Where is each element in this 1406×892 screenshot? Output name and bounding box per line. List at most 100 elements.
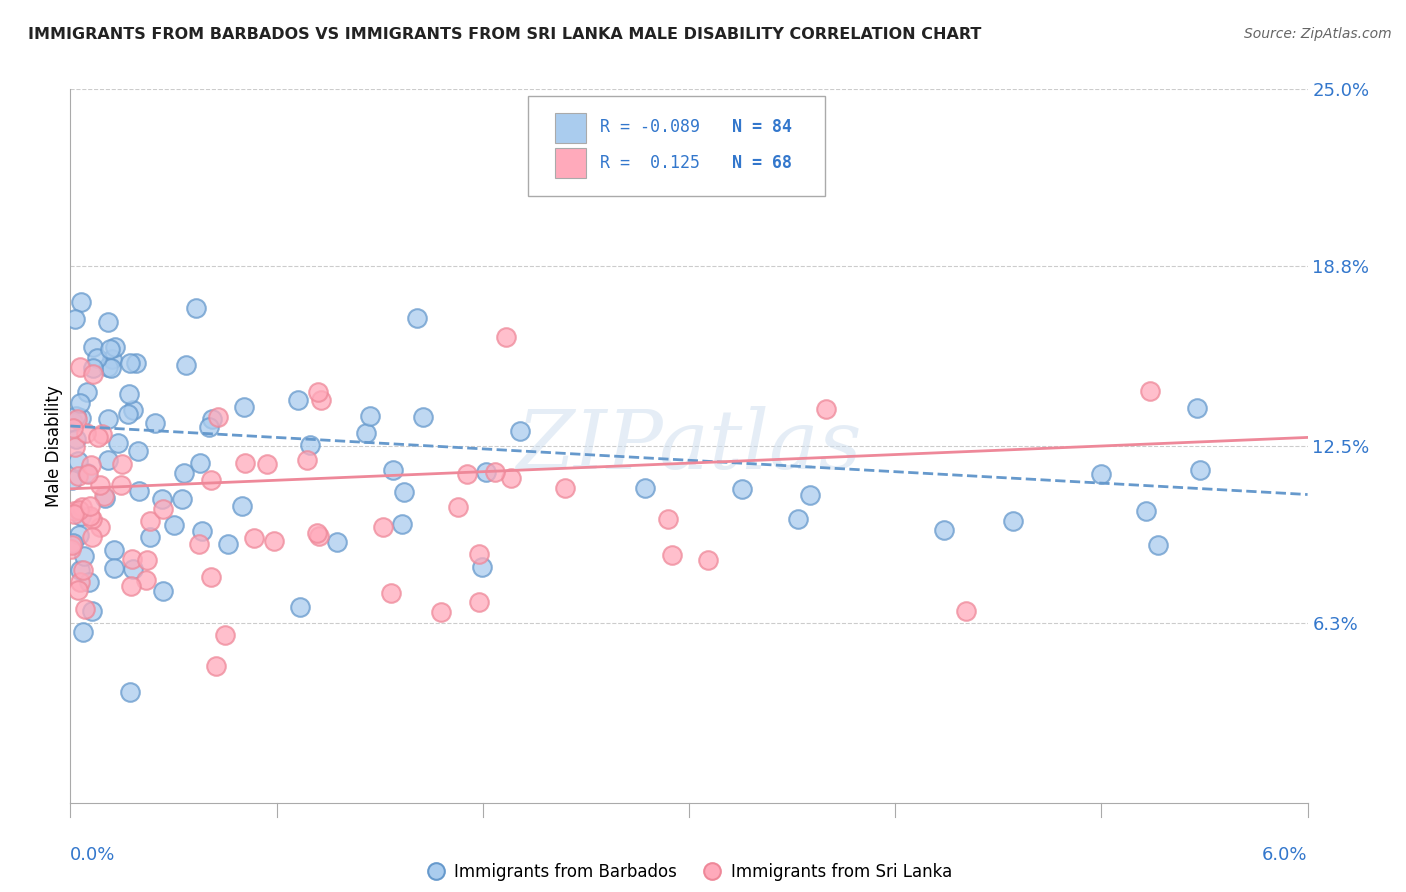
Point <box>135 553 157 567</box>
FancyBboxPatch shape <box>555 112 586 143</box>
Point <box>128 484 150 499</box>
Point <box>207 409 229 424</box>
Point <box>66 453 89 467</box>
Text: 6.0%: 6.0% <box>1263 846 1308 863</box>
Text: N = 68: N = 68 <box>733 153 792 171</box>
Point <box>63 311 86 326</box>
Point <box>214 628 236 642</box>
Point <box>1189 463 1212 477</box>
Point <box>80 511 103 525</box>
Point <box>70 500 93 514</box>
Point <box>661 548 683 562</box>
Point <box>170 491 193 506</box>
Point <box>456 467 478 481</box>
Point <box>1001 514 1024 528</box>
Point <box>69 575 91 590</box>
Point <box>101 352 124 367</box>
Point <box>62 421 84 435</box>
Point <box>406 310 429 325</box>
Point <box>299 438 322 452</box>
Point <box>75 425 97 440</box>
Point <box>467 547 489 561</box>
Legend: Immigrants from Barbados, Immigrants from Sri Lanka: Immigrants from Barbados, Immigrants fro… <box>419 856 959 888</box>
Point <box>484 465 506 479</box>
Point <box>97 315 120 329</box>
Text: IMMIGRANTS FROM BARBADOS VS IMMIGRANTS FROM SRI LANKA MALE DISABILITY CORRELATIO: IMMIGRANTS FROM BARBADOS VS IMMIGRANTS F… <box>28 27 981 42</box>
Point <box>110 478 132 492</box>
Point <box>447 500 470 514</box>
Point <box>63 440 86 454</box>
Point <box>307 385 329 400</box>
Point <box>150 492 173 507</box>
Point <box>97 360 120 375</box>
Point <box>121 552 143 566</box>
FancyBboxPatch shape <box>555 148 586 178</box>
Text: R = -0.089: R = -0.089 <box>600 118 700 136</box>
Point <box>200 570 222 584</box>
Point <box>90 426 112 441</box>
Point <box>66 583 89 598</box>
Point <box>97 453 120 467</box>
Point <box>1187 401 1209 415</box>
Point <box>162 518 184 533</box>
Point <box>135 573 157 587</box>
Point <box>201 411 224 425</box>
Point <box>657 512 679 526</box>
Point <box>205 659 228 673</box>
Point <box>731 482 754 496</box>
Point <box>287 392 309 407</box>
Point <box>955 604 977 618</box>
Point <box>359 409 381 423</box>
Text: 0.0%: 0.0% <box>70 846 115 863</box>
Point <box>174 359 197 373</box>
Point <box>305 525 328 540</box>
Text: N = 84: N = 84 <box>733 118 792 136</box>
Point <box>79 499 101 513</box>
Point <box>380 586 402 600</box>
Point <box>371 520 394 534</box>
Point <box>217 537 239 551</box>
Point <box>554 482 576 496</box>
Point <box>67 468 90 483</box>
Point <box>73 602 96 616</box>
Point <box>73 549 96 564</box>
Point <box>243 531 266 545</box>
Point <box>233 456 256 470</box>
Point <box>77 467 100 482</box>
Point <box>308 529 330 543</box>
Point <box>118 685 141 699</box>
FancyBboxPatch shape <box>529 96 825 196</box>
Point <box>103 543 125 558</box>
Point <box>1090 467 1112 482</box>
Point <box>60 538 83 552</box>
Point <box>125 356 148 370</box>
Point <box>152 501 174 516</box>
Point <box>311 393 333 408</box>
Point <box>86 351 108 365</box>
Point <box>100 360 122 375</box>
Point <box>89 520 111 534</box>
Point <box>76 385 98 400</box>
Point <box>67 528 90 542</box>
Point <box>82 367 104 381</box>
Point <box>634 482 657 496</box>
Point <box>72 563 94 577</box>
Point <box>697 553 720 567</box>
Point <box>127 444 149 458</box>
Point <box>1146 538 1168 552</box>
Point <box>191 524 214 538</box>
Point <box>69 396 91 410</box>
Point <box>70 410 93 425</box>
Point <box>934 523 956 537</box>
Point <box>138 514 160 528</box>
Point <box>138 530 160 544</box>
Point <box>815 401 838 416</box>
Point <box>65 409 87 423</box>
Point <box>263 533 285 548</box>
Point <box>143 416 166 430</box>
Point <box>117 407 139 421</box>
Point <box>231 499 253 513</box>
Point <box>501 470 523 484</box>
Point <box>87 430 110 444</box>
Point <box>200 473 222 487</box>
